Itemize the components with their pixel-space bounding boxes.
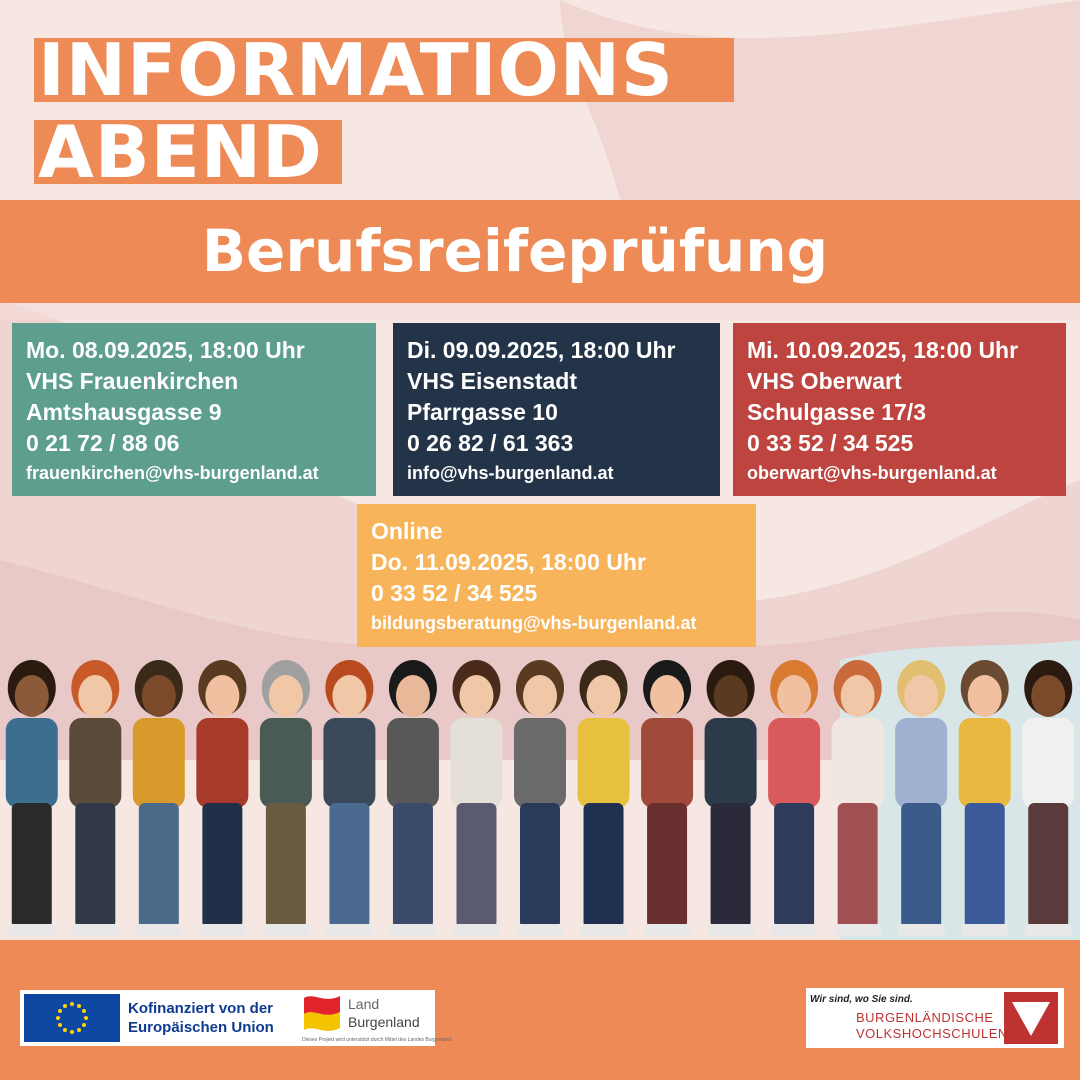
event-address: Amtshausgasse 9 [26, 399, 222, 425]
event-phone[interactable]: 0 33 52 / 34 525 [747, 430, 914, 456]
person-figure [958, 660, 1011, 936]
vhs-name-line1: BURGENLÄNDISCHE [856, 1010, 994, 1025]
event-date: Do. 11.09.2025, 18:00 Uhr [371, 549, 646, 575]
event-card-eisenstadt: Di. 09.09.2025, 18:00 Uhr VHS Eisenstadt… [393, 323, 720, 496]
person-figure [259, 660, 312, 936]
event-location: VHS Oberwart [747, 368, 902, 394]
event-date: Mo. 08.09.2025, 18:00 Uhr [26, 337, 305, 363]
eu-text: Kofinanziert von der Europäischen Union [128, 999, 274, 1037]
title-line-2: ABEND [34, 120, 342, 184]
person-figure [386, 660, 439, 936]
event-email[interactable]: info@vhs-burgenland.at [407, 463, 614, 483]
title-line-1: INFORMATIONS [34, 38, 734, 102]
person-figure [196, 660, 249, 936]
person-figure [768, 660, 821, 936]
event-date: Mi. 10.09.2025, 18:00 Uhr [747, 337, 1019, 363]
subtitle: Berufsreifeprüfung [201, 217, 829, 285]
person-figure [1022, 660, 1075, 936]
person-figure [831, 660, 884, 936]
event-mode: Online [371, 518, 443, 544]
person-figure [641, 660, 694, 936]
event-address: Schulgasse 17/3 [747, 399, 926, 425]
person-figure [514, 660, 566, 936]
event-phone[interactable]: 0 21 72 / 88 06 [26, 430, 180, 456]
event-location: VHS Frauenkirchen [26, 368, 239, 394]
land-text-1: Land [348, 996, 380, 1012]
eu-flag-icon [24, 994, 120, 1042]
event-location: VHS Eisenstadt [407, 368, 577, 394]
eu-cofunding-logo: Kofinanziert von der Europäischen Union … [20, 990, 451, 1046]
person-figure [704, 660, 757, 936]
event-address: Pfarrgasse 10 [407, 399, 558, 425]
event-phone[interactable]: 0 26 82 / 61 363 [407, 430, 574, 456]
event-card-oberwart: Mi. 10.09.2025, 18:00 Uhr VHS Oberwart S… [733, 323, 1066, 496]
event-email[interactable]: oberwart@vhs-burgenland.at [747, 463, 997, 483]
subtitle-band: Berufsreifeprüfung [0, 200, 1080, 303]
event-card-frauenkirchen: Mo. 08.09.2025, 18:00 Uhr VHS Frauenkirc… [12, 323, 376, 496]
vhs-name-line2: VOLKSHOCHSCHULEN [856, 1026, 1008, 1041]
event-email[interactable]: bildungsberatung@vhs-burgenland.at [371, 613, 697, 633]
vhs-triangle-icon [1004, 992, 1058, 1044]
vhs-slogan: Wir sind, wo Sie sind. [810, 994, 913, 1005]
crowd-illustration [5, 660, 1075, 936]
person-figure [132, 660, 185, 936]
land-text-2: Burgenland [348, 1014, 420, 1030]
eu-text-line1: Kofinanziert von der [128, 1000, 274, 1017]
person-figure [323, 660, 376, 936]
event-phone[interactable]: 0 33 52 / 34 525 [371, 580, 538, 606]
eu-text-line2: Europäischen Union [128, 1019, 274, 1036]
person-figure [69, 660, 122, 936]
person-figure [577, 660, 630, 936]
vhs-logo: Wir sind, wo Sie sind. BURGENLÄNDISCHE V… [806, 988, 1064, 1048]
person-figure [895, 660, 948, 936]
event-email[interactable]: frauenkirchen@vhs-burgenland.at [26, 463, 319, 483]
person-figure [5, 660, 58, 936]
land-note: Dieses Projekt wird unterstützt durch Mi… [302, 1037, 451, 1043]
event-card-online: Online Do. 11.09.2025, 18:00 Uhr 0 33 52… [357, 504, 756, 647]
event-date: Di. 09.09.2025, 18:00 Uhr [407, 337, 676, 363]
burgenland-flag-icon [304, 996, 340, 1031]
person-figure [450, 660, 503, 936]
